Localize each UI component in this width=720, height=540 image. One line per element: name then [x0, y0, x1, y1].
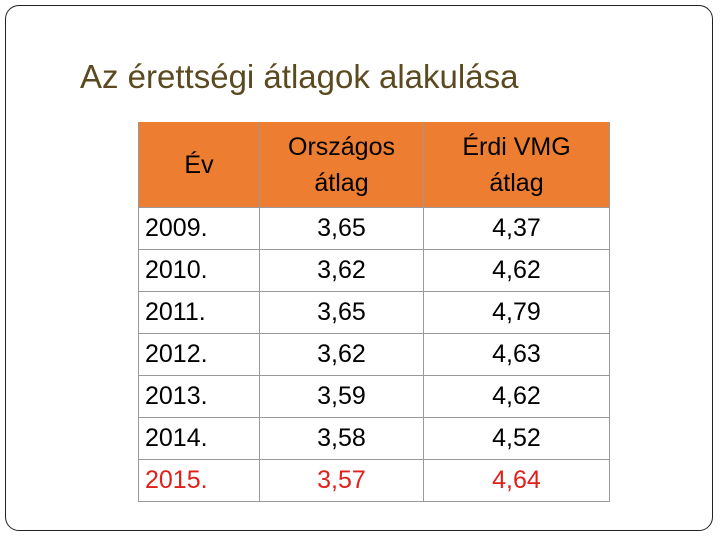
average-cell: 3,65	[259, 291, 424, 334]
table-row: 2009. 3,65 4,37	[138, 207, 610, 250]
table-row: 2015. 3,57 4,64	[138, 459, 610, 502]
header-row: Év Országos átlag Érdi VMG átlag	[138, 122, 610, 208]
average-cell: 3,59	[259, 375, 424, 418]
average-cell: 3,62	[259, 333, 424, 376]
year-cell: 2010.	[138, 249, 260, 292]
year-cell: 2012.	[138, 333, 260, 376]
table-row: 2013. 3,59 4,62	[138, 375, 610, 418]
average-cell: 4,37	[423, 207, 610, 250]
column-header: Érdi VMG átlag	[423, 122, 610, 208]
average-cell: 3,58	[259, 417, 424, 460]
column-header-text: Érdi VMG átlag	[462, 133, 571, 197]
average-cell: 4,52	[423, 417, 610, 460]
year-cell: 2014.	[138, 417, 260, 460]
column-header: Év	[138, 122, 260, 208]
average-cell: 4,62	[423, 375, 610, 418]
column-header-text: Év	[184, 151, 214, 179]
year-cell: 2011.	[138, 291, 260, 334]
year-cell: 2015.	[138, 459, 260, 502]
average-cell: 4,79	[423, 291, 610, 334]
column-header: Országos átlag	[259, 122, 424, 208]
year-cell: 2009.	[138, 207, 260, 250]
average-cell: 4,62	[423, 249, 610, 292]
data-table: Év Országos átlag Érdi VMG átlag 2009. 3,65…	[138, 122, 610, 502]
slide-frame	[5, 5, 713, 531]
average-cell: 3,57	[259, 459, 424, 502]
average-cell: 3,62	[259, 249, 424, 292]
table-row: 2014. 3,58 4,52	[138, 417, 610, 460]
table-row: 2012. 3,62 4,63	[138, 333, 610, 376]
average-cell: 4,64	[423, 459, 610, 502]
average-cell: 3,65	[259, 207, 424, 250]
average-cell: 4,63	[423, 333, 610, 376]
column-header-text: Országos átlag	[288, 133, 395, 197]
table-row: 2011. 3,65 4,79	[138, 291, 610, 334]
table-row: 2010. 3,62 4,62	[138, 249, 610, 292]
slide-title: Az érettségi átlagok alakulása	[80, 58, 519, 95]
year-cell: 2013.	[138, 375, 260, 418]
